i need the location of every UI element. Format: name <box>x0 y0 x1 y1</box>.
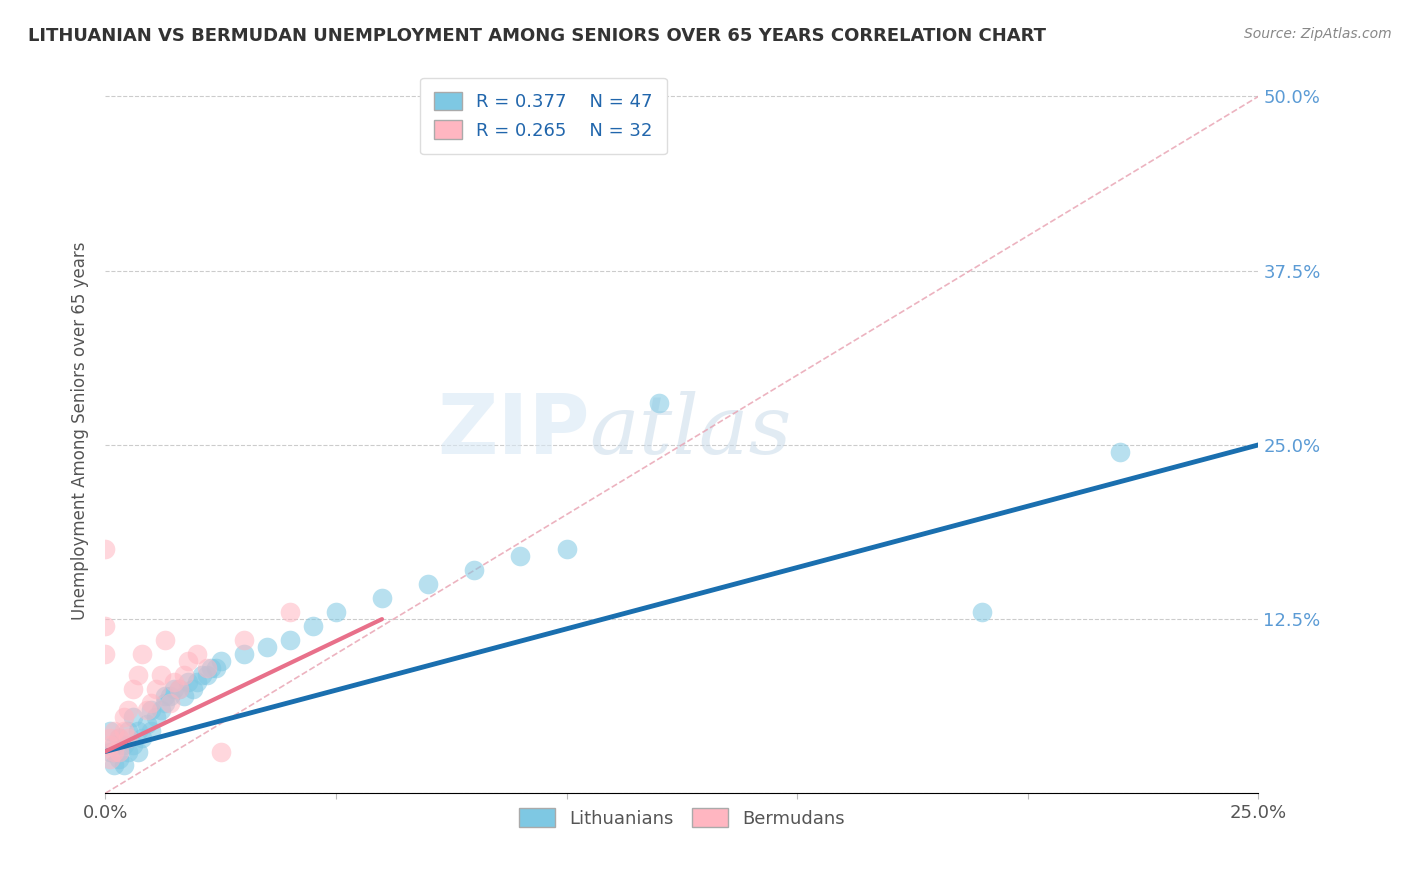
Point <box>195 668 218 682</box>
Point <box>135 716 157 731</box>
Point <box>325 605 347 619</box>
Point <box>135 703 157 717</box>
Point <box>122 709 145 723</box>
Point <box>108 731 131 745</box>
Text: ZIP: ZIP <box>437 391 589 472</box>
Point <box>278 605 301 619</box>
Text: atlas: atlas <box>589 391 792 471</box>
Point <box>108 731 131 745</box>
Point <box>159 696 181 710</box>
Point <box>108 751 131 765</box>
Point <box>149 668 172 682</box>
Point <box>463 563 485 577</box>
Point <box>145 709 167 723</box>
Point <box>149 703 172 717</box>
Point <box>112 738 135 752</box>
Point <box>98 723 121 738</box>
Point <box>141 703 163 717</box>
Point <box>970 605 993 619</box>
Point <box>416 577 439 591</box>
Point <box>301 619 323 633</box>
Point <box>127 745 149 759</box>
Point <box>131 731 153 745</box>
Point <box>232 633 254 648</box>
Point <box>191 668 214 682</box>
Point <box>103 758 125 772</box>
Point <box>153 696 176 710</box>
Point <box>177 654 200 668</box>
Point <box>141 723 163 738</box>
Point <box>159 689 181 703</box>
Point <box>117 731 139 745</box>
Point <box>103 723 125 738</box>
Point <box>112 709 135 723</box>
Point <box>1109 445 1132 459</box>
Point <box>181 681 204 696</box>
Point <box>117 703 139 717</box>
Y-axis label: Unemployment Among Seniors over 65 years: Unemployment Among Seniors over 65 years <box>72 242 89 620</box>
Point <box>94 542 117 557</box>
Legend: Lithuanians, Bermudans: Lithuanians, Bermudans <box>512 801 852 835</box>
Point <box>232 647 254 661</box>
Point <box>127 668 149 682</box>
Point <box>200 661 222 675</box>
Point <box>117 745 139 759</box>
Point <box>131 647 153 661</box>
Point <box>163 681 186 696</box>
Point <box>112 723 135 738</box>
Point <box>555 542 578 557</box>
Point <box>209 745 232 759</box>
Point <box>98 745 121 759</box>
Point <box>127 723 149 738</box>
Point <box>94 619 117 633</box>
Point <box>186 647 208 661</box>
Point <box>209 654 232 668</box>
Point <box>108 745 131 759</box>
Point <box>173 689 195 703</box>
Point <box>163 674 186 689</box>
Point <box>278 633 301 648</box>
Point <box>256 640 278 654</box>
Point <box>205 661 228 675</box>
Point <box>117 723 139 738</box>
Text: Source: ZipAtlas.com: Source: ZipAtlas.com <box>1244 27 1392 41</box>
Point <box>103 738 125 752</box>
Point <box>98 738 121 752</box>
Point <box>153 633 176 648</box>
Point <box>177 674 200 689</box>
Point <box>167 681 190 696</box>
Point <box>98 751 121 765</box>
Point <box>173 668 195 682</box>
Point <box>371 591 394 606</box>
Point <box>167 681 190 696</box>
Text: LITHUANIAN VS BERMUDAN UNEMPLOYMENT AMONG SENIORS OVER 65 YEARS CORRELATION CHAR: LITHUANIAN VS BERMUDAN UNEMPLOYMENT AMON… <box>28 27 1046 45</box>
Point <box>186 674 208 689</box>
Point <box>122 738 145 752</box>
Point <box>103 745 125 759</box>
Point <box>94 647 117 661</box>
Point <box>509 549 531 564</box>
Point <box>648 396 671 410</box>
Point <box>112 758 135 772</box>
Point <box>153 689 176 703</box>
Point <box>141 696 163 710</box>
Point <box>195 661 218 675</box>
Point <box>98 731 121 745</box>
Point <box>145 681 167 696</box>
Point <box>122 681 145 696</box>
